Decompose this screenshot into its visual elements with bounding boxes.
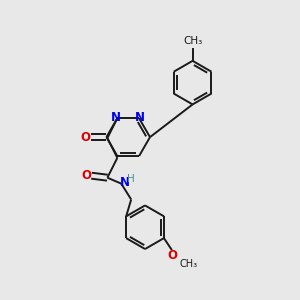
Text: H: H: [127, 174, 135, 184]
Text: N: N: [111, 111, 121, 124]
Text: O: O: [81, 130, 91, 144]
Text: O: O: [168, 250, 178, 262]
Text: N: N: [135, 111, 145, 124]
Text: N: N: [120, 176, 130, 189]
Text: O: O: [82, 169, 92, 182]
Text: CH₃: CH₃: [183, 36, 202, 46]
Text: CH₃: CH₃: [180, 259, 198, 269]
